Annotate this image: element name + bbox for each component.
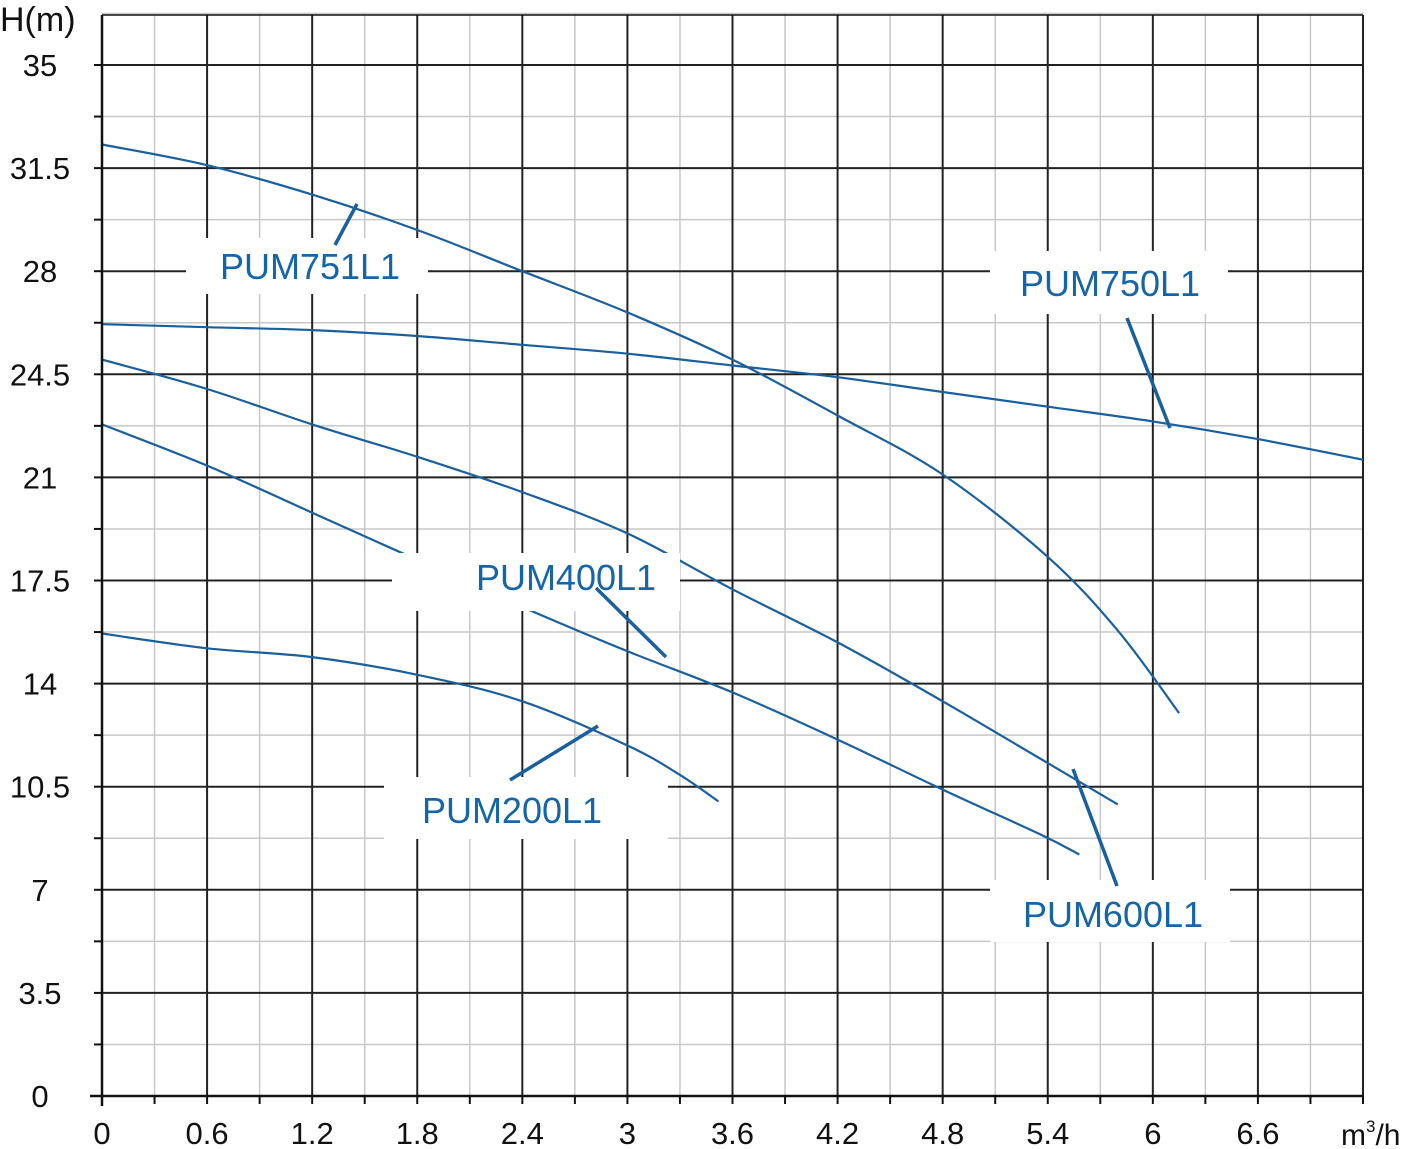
series-label-pum600l1: PUM600L1	[1023, 894, 1203, 935]
x-tick-label: 4.8	[921, 1116, 964, 1149]
leader-line-pum400l1	[594, 586, 668, 659]
x-axis-label-tail: /h	[1375, 1119, 1400, 1149]
leader-line-pum600l1	[1071, 768, 1119, 887]
series-label-pum200l1: PUM200L1	[422, 790, 602, 831]
leader-line-pum751l1	[333, 203, 359, 246]
leader-line-pum750l1	[1125, 317, 1172, 429]
y-tick-label: 35	[23, 48, 57, 83]
y-tick-label: 0	[31, 1079, 48, 1114]
y-tick-label: 21	[23, 460, 57, 495]
x-tick-label: 3	[619, 1116, 636, 1149]
y-tick-label: 3.5	[18, 976, 61, 1011]
x-tick-label: 1.2	[291, 1116, 334, 1149]
curves	[101, 143, 1364, 856]
leader-line-pum200l1	[509, 724, 599, 782]
x-tick-label: 4.2	[816, 1116, 859, 1149]
x-tick-label: 2.4	[501, 1116, 544, 1149]
series-line-pum200l1	[101, 632, 720, 803]
x-axis-label-base: m	[1341, 1119, 1366, 1149]
y-axis-label: H(m)	[0, 1, 76, 39]
y-tick-label: 24.5	[10, 357, 70, 392]
label-bg-pum600l1	[990, 880, 1230, 942]
series-line-pum600l1	[101, 358, 1119, 806]
label-bg-pum750l1	[990, 251, 1228, 314]
y-tick-label: 31.5	[10, 151, 70, 186]
x-tick-label: 5.4	[1026, 1116, 1069, 1149]
series-line-pum750l1	[101, 323, 1364, 461]
y-tick-label: 14	[23, 667, 57, 702]
annotations: PUM751L1 PUM750L1 PUM400L1 PUM200L1 PUM600L1	[186, 203, 1230, 942]
series-line-pum751l1	[101, 143, 1180, 714]
label-bg-pum200l1	[384, 777, 668, 839]
x-tick-label: 0.6	[186, 1116, 229, 1149]
x-tick-label: 6.6	[1236, 1116, 1279, 1149]
series-label-pum750l1: PUM750L1	[1020, 263, 1200, 304]
series-line-pum400l1	[101, 423, 1080, 856]
y-tick-label: 17.5	[10, 564, 70, 599]
x-tick-label: 3.6	[711, 1116, 754, 1149]
series-label-pum400l1: PUM400L1	[476, 557, 656, 598]
y-tick-label: 10.5	[10, 770, 70, 805]
label-bg-pum751l1	[186, 238, 428, 294]
axes: 0 0.6 1.2 1.8 2.4 3 3.6 4.2 4.8 5.4 6 6.6 0 3.5 7 10.5 1…	[10, 14, 1364, 1149]
y-tick-label: 7	[31, 873, 48, 908]
label-bg-pum400l1	[392, 553, 680, 611]
x-tick-label: 0	[93, 1116, 110, 1149]
x-tick-label: 1.8	[396, 1116, 439, 1149]
series-label-pum751l1: PUM751L1	[220, 246, 400, 287]
x-axis-label: m3/h	[1341, 1117, 1401, 1149]
x-tick-label: 6	[1144, 1116, 1161, 1149]
y-tick-label: 28	[23, 254, 57, 289]
x-axis-label-sup: 3	[1366, 1117, 1375, 1136]
